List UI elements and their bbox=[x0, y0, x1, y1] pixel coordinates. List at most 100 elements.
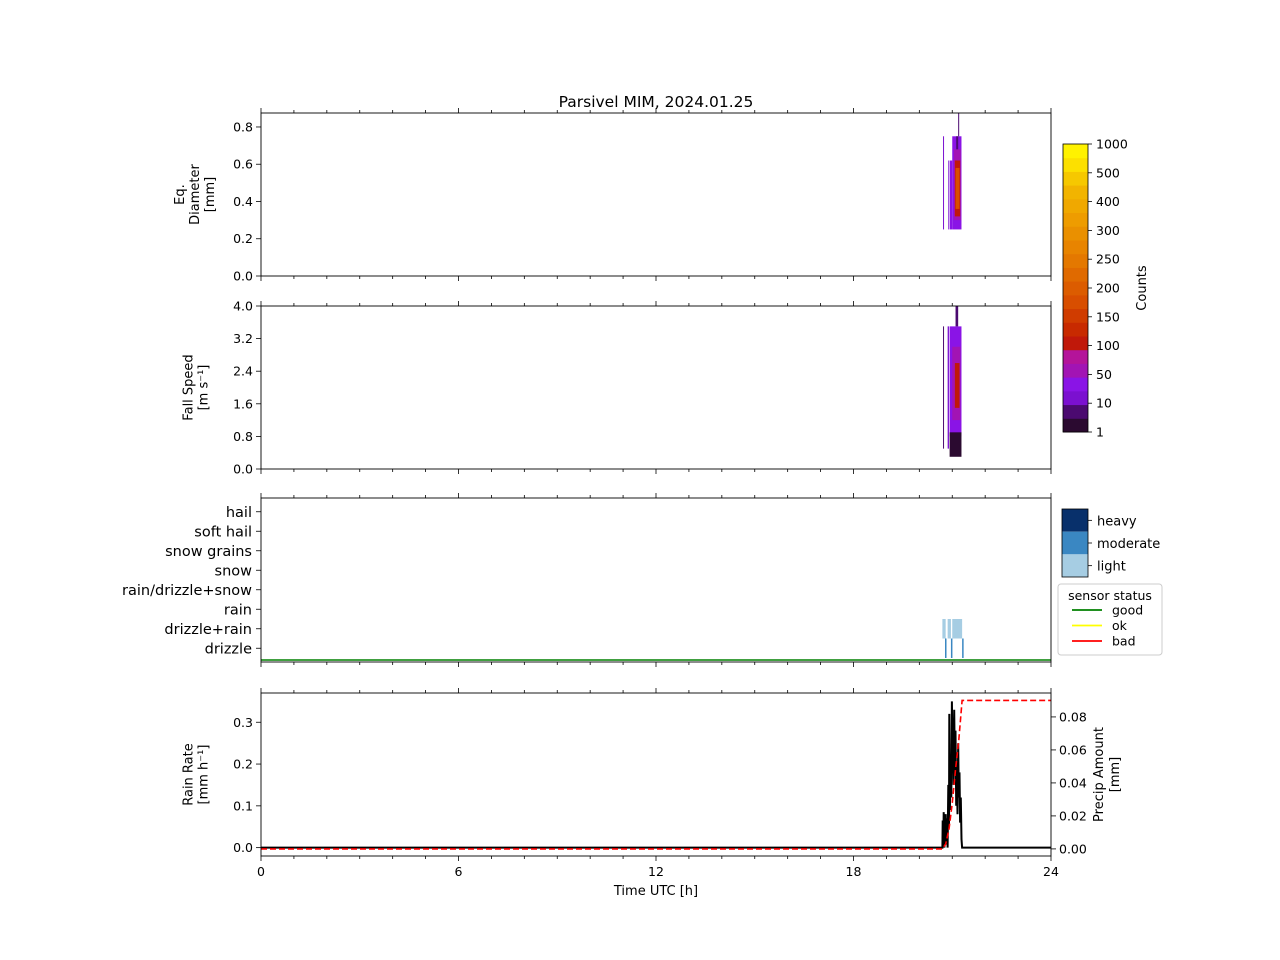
y-tick-label: 0.6 bbox=[233, 157, 253, 172]
heatmap-cell bbox=[958, 113, 960, 137]
y-tick-label: 0.2 bbox=[233, 231, 253, 246]
category-label: snow bbox=[215, 563, 253, 579]
plot-area bbox=[943, 113, 962, 230]
intensity-label: moderate bbox=[1097, 537, 1160, 552]
colorbar-tick-label: 250 bbox=[1096, 252, 1120, 267]
heatmap-cell bbox=[943, 326, 945, 449]
colorbar-segment bbox=[1063, 390, 1088, 406]
colorbar-tick-label: 1 bbox=[1096, 425, 1104, 440]
category-label: drizzle bbox=[205, 641, 252, 657]
colorbar-segment bbox=[1063, 240, 1088, 255]
intensity-frame bbox=[1061, 508, 1089, 578]
colorbar-segment bbox=[1063, 308, 1088, 323]
colorbar-segment bbox=[1063, 267, 1088, 282]
counts-colorbar: 1 10 50 100 150 200 250 300 400 500 1000 Counts bbox=[1062, 137, 1150, 440]
y-tick-label: 4.0 bbox=[233, 299, 253, 314]
y-axis-label: [mm] bbox=[203, 177, 218, 212]
plot-area bbox=[261, 699, 1051, 850]
colorbar-segment bbox=[1063, 253, 1088, 268]
y-tick-label: 0.0 bbox=[233, 269, 253, 284]
y2-tick-label: 0.00 bbox=[1059, 841, 1087, 856]
colorbar-segment bbox=[1063, 322, 1088, 337]
colorbar-tick-label: 50 bbox=[1096, 367, 1112, 382]
panel-frame bbox=[260, 692, 1052, 857]
y2-tick-label: 0.04 bbox=[1059, 775, 1087, 790]
y-tick-label: 0.0 bbox=[233, 840, 253, 855]
rain-rate-line bbox=[261, 701, 1051, 849]
colorbar-segment bbox=[1063, 294, 1088, 310]
x-axis-label: Time UTC [h] bbox=[613, 884, 698, 899]
intensity-swatch bbox=[1062, 509, 1088, 532]
heatmap-cell bbox=[943, 136, 945, 230]
intensity-legend: heavy moderate light bbox=[1061, 508, 1160, 578]
y-tick-label: 3.2 bbox=[233, 331, 253, 346]
colorbar-tick-label: 400 bbox=[1096, 194, 1120, 209]
y2-axis-label: [mm] bbox=[1108, 757, 1123, 792]
y-tick-label: 0.4 bbox=[233, 194, 253, 209]
heatmap-cell bbox=[949, 160, 953, 230]
panel-3: drizzle drizzle+rain rain rain/drizzle+snow… bbox=[122, 493, 1052, 667]
x-tick-label: 6 bbox=[455, 864, 463, 879]
legend-label: ok bbox=[1112, 618, 1128, 633]
y-tick-label: 0.0 bbox=[233, 462, 253, 477]
y2-tick-label: 0.06 bbox=[1059, 742, 1087, 757]
colorbar-segment bbox=[1063, 377, 1088, 392]
y-tick-label: 0.1 bbox=[233, 798, 253, 813]
category-label: snow grains bbox=[165, 544, 252, 560]
panel-1: 0.0 0.2 0.4 0.6 0.8 Eq. Diameter [mm] bbox=[173, 108, 1052, 284]
y-tick-label: 0.3 bbox=[233, 715, 253, 730]
colorbar-tick-label: 1000 bbox=[1096, 137, 1128, 152]
y-tick-label: 2.4 bbox=[233, 364, 253, 379]
heatmap-cell bbox=[949, 432, 962, 457]
colorbar-segment bbox=[1063, 363, 1088, 378]
legend-label: bad bbox=[1112, 634, 1136, 649]
y2-axis-label: Precip Amount bbox=[1092, 727, 1107, 822]
colorbar-segment bbox=[1063, 404, 1088, 419]
colorbar-segment bbox=[1063, 185, 1088, 200]
figure-title: Parsivel MIM, 2024.01.25 bbox=[559, 93, 754, 111]
x-tick-label: 24 bbox=[1043, 864, 1059, 879]
y-tick-label: 1.6 bbox=[233, 396, 253, 411]
heatmap-cell bbox=[956, 136, 959, 150]
heatmap-cell bbox=[955, 167, 960, 209]
colorbar-tick-label: 100 bbox=[1096, 338, 1120, 353]
colorbar-segment bbox=[1063, 226, 1088, 241]
panel-4: 0.0 0.1 0.2 0.3 0.00 0.02 0.04 0.06 0.08 Rain Rat… bbox=[182, 688, 1123, 879]
y-tick-label: 0.8 bbox=[233, 429, 253, 444]
y-axis-label: Rain Rate bbox=[182, 743, 197, 806]
y-axis-label: Fall Speed bbox=[182, 354, 197, 420]
colorbar-segment bbox=[1063, 171, 1088, 186]
intensity-swatch bbox=[1062, 531, 1088, 555]
y2-tick-label: 0.08 bbox=[1059, 709, 1087, 724]
panel-2: 0.0 0.8 1.6 2.4 3.2 4.0 Fall Speed [m s⁻¹] bbox=[182, 299, 1052, 477]
colorbar-segment bbox=[1063, 157, 1088, 172]
legend-box bbox=[1057, 583, 1163, 656]
colorbar-tick-label: 150 bbox=[1096, 309, 1120, 324]
y-axis-label: [m s⁻¹] bbox=[197, 365, 212, 411]
colorbar-segment bbox=[1063, 349, 1088, 364]
y-axis-label: [mm h⁻¹] bbox=[197, 745, 212, 805]
colorbar-segment bbox=[1063, 144, 1088, 159]
legend-label: good bbox=[1112, 603, 1143, 618]
colorbar-tick-label: 500 bbox=[1096, 165, 1120, 180]
intensity-label: heavy bbox=[1097, 514, 1137, 529]
x-tick-label: 0 bbox=[257, 864, 265, 879]
plot-area bbox=[943, 306, 962, 457]
category-label: soft hail bbox=[194, 524, 252, 540]
heatmap-cell bbox=[955, 306, 959, 327]
colorbar-segment bbox=[1063, 418, 1088, 433]
precip-type-cell bbox=[952, 619, 963, 639]
x-tick-label: 12 bbox=[648, 864, 664, 879]
panel-frame bbox=[260, 305, 1052, 470]
y-tick-label: 0.2 bbox=[233, 757, 253, 772]
legend-title: sensor status bbox=[1068, 588, 1152, 603]
heatmap-cell bbox=[948, 160, 950, 230]
panel-frame bbox=[260, 497, 1052, 663]
category-label: rain bbox=[224, 602, 252, 618]
intensity-label: light bbox=[1097, 560, 1126, 575]
colorbar-segment bbox=[1063, 281, 1088, 296]
colorbar-tick-label: 10 bbox=[1096, 396, 1112, 411]
precip-type-cell bbox=[962, 638, 964, 658]
